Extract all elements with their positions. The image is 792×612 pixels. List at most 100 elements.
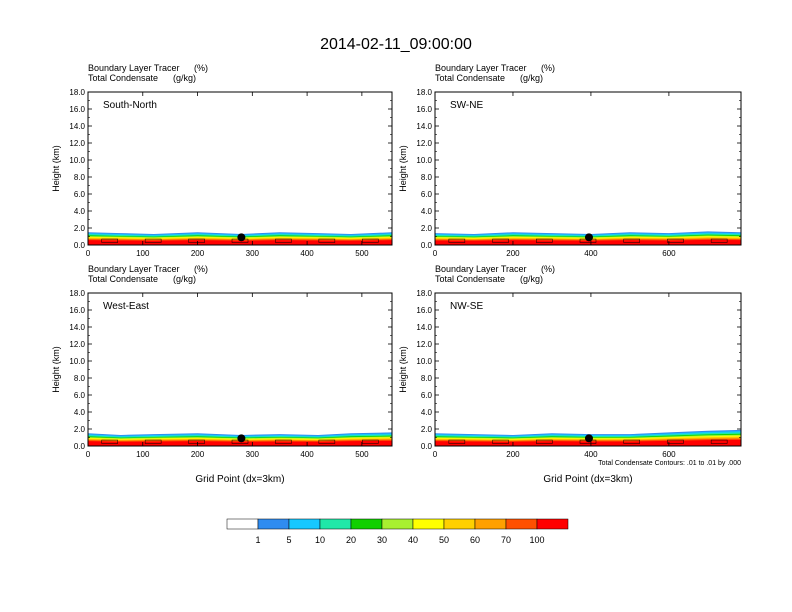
y-axis-label: Height (km) [51,145,61,192]
y-tick-label: 18.0 [69,88,85,97]
contour-label: Total Condensate [88,274,158,284]
condensate-contour [101,238,118,243]
contour-label: Total Condensate [435,274,505,284]
x-tick-label: 400 [300,450,314,459]
x-tick-label: 300 [246,249,260,258]
y-tick-label: 18.0 [69,289,85,298]
colorbar-swatch [257,518,290,530]
location-marker [237,233,246,242]
x-tick-label: 0 [433,249,438,258]
y-tick-label: 10.0 [69,357,85,366]
condensate-contour [188,238,205,243]
x-tick-label: 100 [136,450,150,459]
condensate-contour [318,238,336,243]
condensate-contour [318,439,336,444]
colorbar-label: 60 [470,535,480,545]
y-axis-label: Height (km) [398,346,408,393]
condensate-contour [144,238,162,243]
condensate-contour [710,439,728,444]
x-tick-label: 600 [662,249,676,258]
colorbar-label: 1 [255,535,260,545]
x-tick-label: 200 [506,249,520,258]
y-tick-label: 2.0 [421,224,433,233]
field-units: (%) [541,264,555,274]
contour-label: Total Condensate [435,73,505,83]
plot-background [435,293,741,446]
plot-background [88,293,392,446]
field-label: Boundary Layer Tracer [88,63,180,73]
y-tick-label: 0.0 [421,442,433,451]
condensate-contour [492,238,509,243]
y-tick-label: 16.0 [69,105,85,114]
colorbar-label: 50 [439,535,449,545]
y-axis-label: Height (km) [398,145,408,192]
y-tick-label: 0.0 [74,442,86,451]
y-tick-label: 14.0 [69,122,85,131]
x-tick-label: 400 [300,249,314,258]
y-tick-label: 16.0 [69,306,85,315]
y-tick-label: 8.0 [74,173,86,182]
colorbar-label: 30 [377,535,387,545]
x-tick-label: 400 [584,249,598,258]
colorbar-label: 20 [346,535,356,545]
condensate-contour [188,439,205,444]
contour-units: (g/kg) [173,73,196,83]
panel-label: NW-SE [450,301,483,312]
colorbar-swatch [474,518,507,530]
colorbar-label: 70 [501,535,511,545]
colorbar-swatch [412,518,445,530]
colorbar-label: 100 [529,535,544,545]
y-tick-label: 2.0 [421,425,433,434]
y-axis-label: Height (km) [51,346,61,393]
colorbar-swatch [381,518,414,530]
plot-area [435,92,741,245]
y-tick-label: 12.0 [416,139,432,148]
y-tick-label: 10.0 [416,357,432,366]
y-tick-label: 10.0 [416,156,432,165]
x-tick-label: 400 [584,450,598,459]
y-tick-label: 14.0 [416,323,432,332]
y-tick-label: 18.0 [416,289,432,298]
colorbar-swatch [536,518,569,530]
panel-label: West-East [103,301,149,312]
x-tick-label: 200 [506,450,520,459]
colorbar-swatch [350,518,383,530]
plot-area [435,293,741,446]
y-tick-label: 2.0 [74,425,86,434]
x-tick-label: 0 [86,450,91,459]
x-tick-label: 300 [246,450,260,459]
condensate-contour [362,439,379,444]
condensate-contour [448,439,466,444]
location-marker [584,434,593,443]
y-tick-label: 6.0 [421,190,433,199]
y-tick-label: 12.0 [416,340,432,349]
colorbar-swatch [505,518,538,530]
panel-2: Boundary Layer Tracer (%) Total Condensate… [51,264,393,485]
y-tick-label: 4.0 [74,408,86,417]
x-tick-label: 500 [355,450,369,459]
y-tick-label: 4.0 [421,408,433,417]
condensate-contour [536,238,553,243]
y-tick-label: 18.0 [416,88,432,97]
condensate-contour [492,439,509,444]
footnote: Total Condensate Contours: .01 to .01 by… [598,460,741,467]
y-tick-label: 4.0 [74,207,86,216]
colorbar-label: 40 [408,535,418,545]
condensate-contour [275,238,292,243]
condensate-contour [710,238,728,243]
plot-background [88,92,392,245]
condensate-contour [667,439,684,444]
field-units: (%) [194,264,208,274]
field-units: (%) [541,63,555,73]
y-tick-label: 6.0 [74,391,86,400]
y-tick-label: 0.0 [74,241,86,250]
x-tick-label: 0 [433,450,438,459]
field-units: (%) [194,63,208,73]
colorbar-label: 10 [315,535,325,545]
x-axis-label: Grid Point (dx=3km) [543,474,632,485]
y-tick-label: 6.0 [421,391,433,400]
y-tick-label: 6.0 [74,190,86,199]
condensate-contour [101,439,118,444]
panel-1: Boundary Layer Tracer (%) Total Condensate… [398,63,742,258]
